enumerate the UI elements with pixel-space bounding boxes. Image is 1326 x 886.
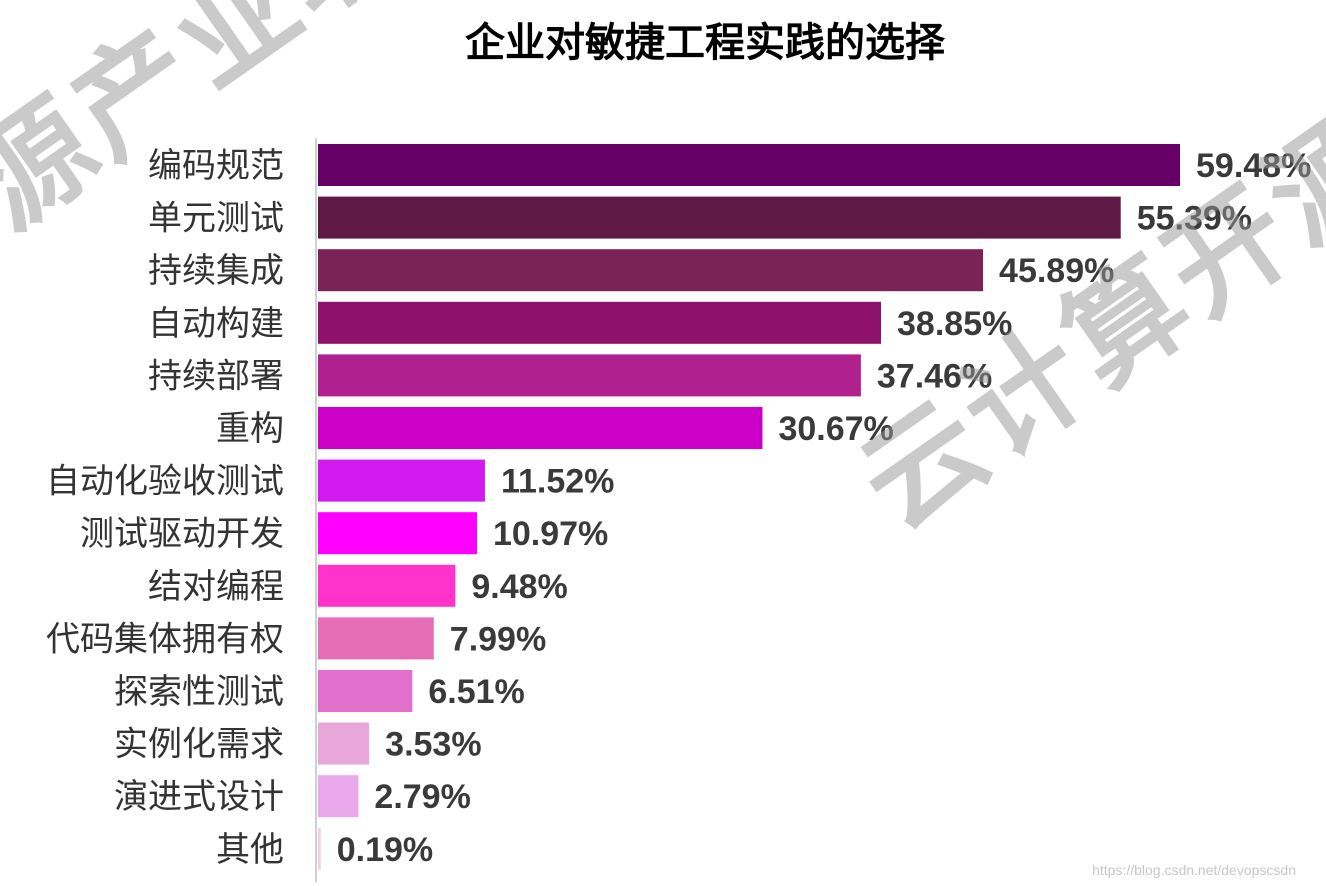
category-label: 重构 xyxy=(216,409,284,449)
value-label: 37.46% xyxy=(877,357,992,395)
category-label: 编码规范 xyxy=(148,146,284,186)
value-label: 45.89% xyxy=(999,252,1114,290)
value-label: 10.97% xyxy=(493,515,608,553)
category-label: 其他 xyxy=(216,830,284,870)
value-label: 7.99% xyxy=(450,620,546,658)
category-label: 实例化需求 xyxy=(114,725,284,765)
bar-10 xyxy=(318,670,413,712)
chart-title: 企业对敏捷工程实践的选择 xyxy=(465,20,946,66)
category-label: 结对编程 xyxy=(148,567,284,607)
bar-7 xyxy=(318,512,477,555)
bar-13 xyxy=(318,827,321,870)
source-url: https://blog.csdn.net/devopscsdn xyxy=(1092,862,1296,878)
category-label: 持续部署 xyxy=(148,356,284,396)
category-label: 自动构建 xyxy=(148,304,284,344)
value-label: 55.39% xyxy=(1137,200,1252,238)
value-label: 2.79% xyxy=(374,778,470,816)
value-label: 0.19% xyxy=(337,831,433,869)
category-label: 自动化验收测试 xyxy=(46,462,284,502)
category-label: 单元测试 xyxy=(148,199,284,239)
bar-8 xyxy=(318,564,456,607)
value-label: 11.52% xyxy=(501,463,614,501)
bar-2 xyxy=(318,249,984,292)
bar-6 xyxy=(318,459,485,502)
bar-1 xyxy=(318,196,1121,239)
bar-12 xyxy=(318,775,359,818)
bar-4 xyxy=(318,354,861,397)
value-label: 59.48% xyxy=(1196,147,1311,185)
value-label: 9.48% xyxy=(471,568,567,606)
bar-5 xyxy=(318,407,763,449)
category-label: 测试驱动开发 xyxy=(80,514,284,554)
value-label: 38.85% xyxy=(897,305,1012,343)
bar-9 xyxy=(318,617,434,660)
value-label: 3.53% xyxy=(385,726,481,764)
bar-0 xyxy=(318,144,1180,186)
category-label: 探索性测试 xyxy=(114,672,284,712)
bar-group: 编码规范 59.48% 单元测试 55.39% 持续集成 45.89% 自动构建 38.85%… xyxy=(46,144,1311,870)
category-label: 持续集成 xyxy=(148,251,284,291)
category-label: 演进式设计 xyxy=(114,777,284,817)
bar-3 xyxy=(318,301,882,344)
bar-11 xyxy=(318,722,370,765)
category-label: 代码集体拥有权 xyxy=(46,619,284,659)
value-label: 6.51% xyxy=(428,673,524,711)
value-label: 30.67% xyxy=(778,410,893,448)
